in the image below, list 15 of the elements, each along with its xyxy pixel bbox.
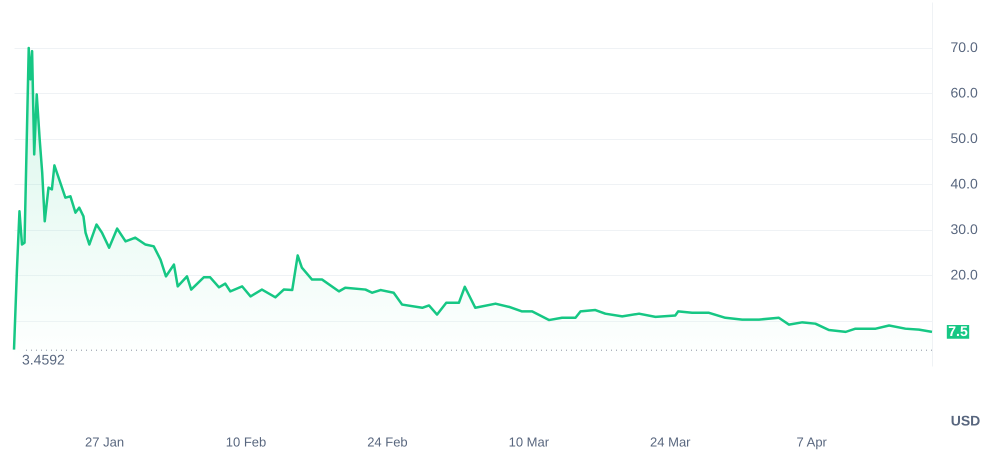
x-tick-label: 27 Jan <box>85 434 124 450</box>
x-tick-label: 24 Feb <box>367 434 408 450</box>
y-tick-label: 50.0 <box>950 130 978 146</box>
x-tick-label: 24 Mar <box>650 434 692 450</box>
x-tick-label: 10 Mar <box>508 434 550 450</box>
y-tick-label: 60.0 <box>950 84 978 100</box>
y-tick-label: 40.0 <box>950 176 978 192</box>
x-tick-label: 7 Apr <box>796 434 828 450</box>
annotation: 7.5 <box>948 322 968 339</box>
y-tick-label: 30.0 <box>950 221 978 237</box>
y-tick-label: 20.0 <box>950 266 978 282</box>
ref-line-label: 3.4592 <box>22 351 66 368</box>
x-tick-label: 10 Feb <box>226 434 266 450</box>
y-tick-label: 70.0 <box>950 39 978 55</box>
y-axis-title: USD <box>950 412 980 428</box>
